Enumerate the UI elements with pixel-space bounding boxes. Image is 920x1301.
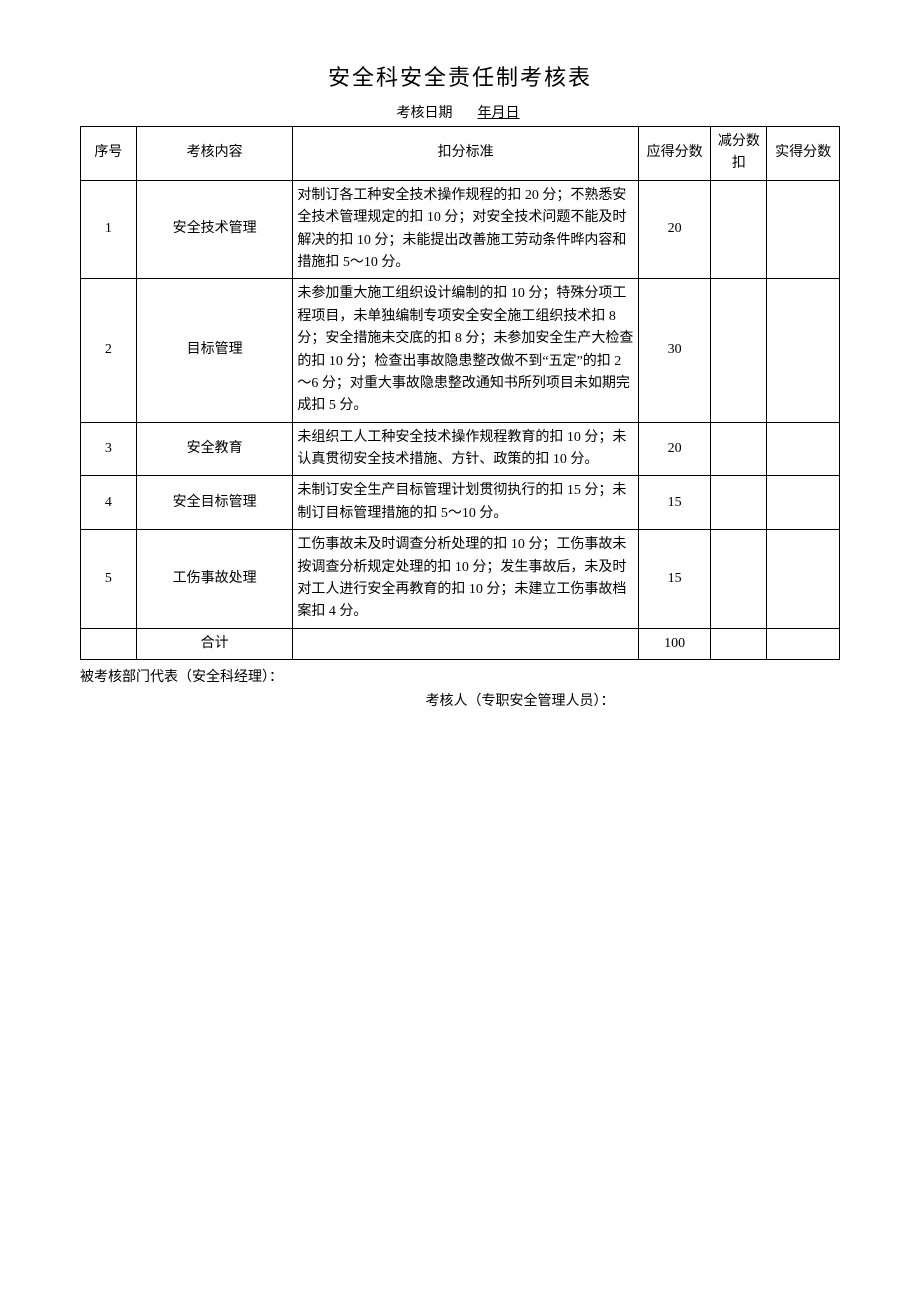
cell-criteria: 未参加重大施工组织设计编制的扣 10 分；特殊分项工程项目，未单独编制专项安全安… [293,279,639,422]
cell-seq: 2 [81,279,137,422]
cell-score: 15 [638,476,711,530]
cell-total-blank [81,628,137,659]
assessment-table: 序号 考核内容 扣分标准 应得分数 减分数扣 实得分数 1 安全技术管理 对制订… [80,126,840,660]
cell-actual [767,279,840,422]
cell-deduct [711,279,767,422]
date-label: 考核日期 [397,106,453,121]
cell-actual [767,530,840,629]
cell-deduct [711,530,767,629]
date-value: 年月日 [474,106,524,121]
table-row: 2 目标管理 未参加重大施工组织设计编制的扣 10 分；特殊分项工程项目，未单独… [81,279,840,422]
cell-item: 工伤事故处理 [136,530,293,629]
table-row: 4 安全目标管理 未制订安全生产目标管理计划贯彻执行的扣 15 分；未制订目标管… [81,476,840,530]
cell-item: 安全技术管理 [136,180,293,279]
cell-item: 目标管理 [136,279,293,422]
col-header-item: 考核内容 [136,127,293,181]
col-header-actual: 实得分数 [767,127,840,181]
col-header-score: 应得分数 [638,127,711,181]
col-header-seq: 序号 [81,127,137,181]
cell-actual [767,422,840,476]
cell-seq: 5 [81,530,137,629]
cell-score: 30 [638,279,711,422]
cell-total-deduct [711,628,767,659]
cell-actual [767,180,840,279]
cell-criteria: 对制订各工种安全技术操作规程的扣 20 分；不熟悉安全技术管理规定的扣 10 分… [293,180,639,279]
table-header-row: 序号 考核内容 扣分标准 应得分数 减分数扣 实得分数 [81,127,840,181]
page-title: 安全科安全责任制考核表 [80,60,840,92]
cell-criteria: 工伤事故未及时调查分析处理的扣 10 分；工伤事故未按调查分析规定处理的扣 10… [293,530,639,629]
table-row: 5 工伤事故处理 工伤事故未及时调查分析处理的扣 10 分；工伤事故未按调查分析… [81,530,840,629]
col-header-criteria: 扣分标准 [293,127,639,181]
assessment-date-line: 考核日期 年月日 [80,102,840,122]
cell-deduct [711,422,767,476]
cell-deduct [711,476,767,530]
cell-seq: 1 [81,180,137,279]
cell-actual [767,476,840,530]
cell-deduct [711,180,767,279]
cell-score: 15 [638,530,711,629]
cell-score: 20 [638,180,711,279]
cell-total-label: 合计 [136,628,293,659]
cell-item: 安全目标管理 [136,476,293,530]
table-total-row: 合计 100 [81,628,840,659]
signer-assessee: 被考核部门代表（安全科经理）： [80,666,840,686]
cell-score: 20 [638,422,711,476]
cell-total-actual [767,628,840,659]
cell-item: 安全教育 [136,422,293,476]
table-row: 1 安全技术管理 对制订各工种安全技术操作规程的扣 20 分；不熟悉安全技术管理… [81,180,840,279]
cell-seq: 4 [81,476,137,530]
cell-total-score: 100 [638,628,711,659]
cell-total-criteria [293,628,639,659]
col-header-deduct: 减分数扣 [711,127,767,181]
cell-criteria: 未组织工人工种安全技术操作规程教育的扣 10 分；未认真贯彻安全技术措施、方针、… [293,422,639,476]
cell-seq: 3 [81,422,137,476]
cell-criteria: 未制订安全生产目标管理计划贯彻执行的扣 15 分；未制订目标管理措施的扣 5～1… [293,476,639,530]
table-row: 3 安全教育 未组织工人工种安全技术操作规程教育的扣 10 分；未认真贯彻安全技… [81,422,840,476]
signer-assessor: 考核人（专职安全管理人员）： [80,690,840,710]
